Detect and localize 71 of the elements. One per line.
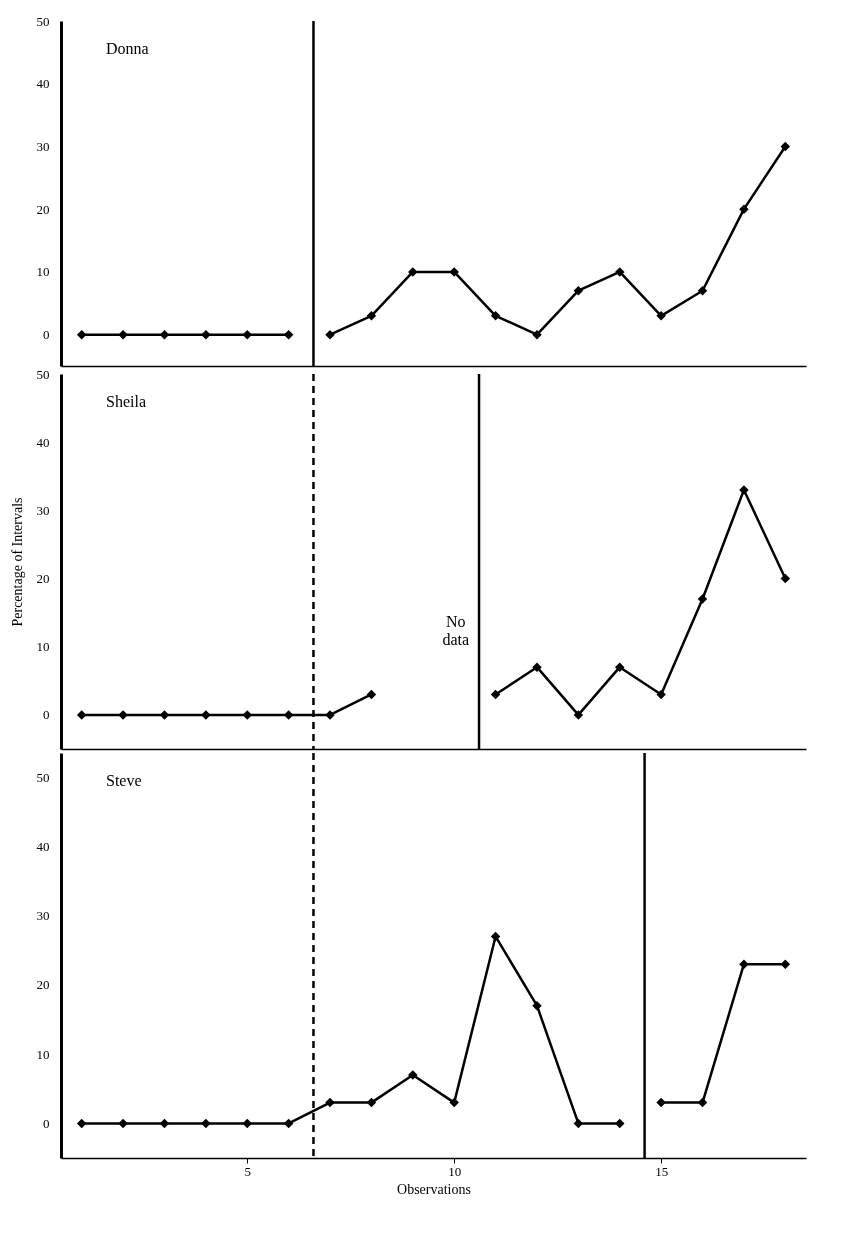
point — [159, 329, 170, 340]
point — [780, 573, 791, 584]
point — [697, 594, 708, 604]
y-tick-label: 10 — [36, 264, 50, 280]
point — [118, 329, 128, 340]
point — [449, 267, 459, 277]
y-tick-label: 40 — [36, 434, 50, 450]
point — [573, 285, 584, 296]
y-tick-label: 10 — [36, 1046, 50, 1062]
point — [76, 1118, 87, 1129]
annotation: Steve — [106, 772, 142, 789]
y-tick-label: 20 — [36, 201, 50, 217]
y-tick-label: 30 — [36, 138, 50, 154]
point — [118, 1118, 128, 1129]
y-tick-label: 50 — [36, 769, 50, 785]
annotation: No data — [442, 612, 470, 648]
point — [242, 1118, 252, 1129]
y-tick-label: 10 — [36, 639, 50, 655]
point — [325, 329, 335, 340]
x-axis-title: Observations — [397, 1181, 471, 1197]
point — [490, 311, 501, 321]
point — [283, 1118, 294, 1129]
point — [76, 329, 87, 340]
point — [366, 689, 377, 700]
point — [615, 1118, 625, 1129]
point — [449, 1097, 459, 1108]
point — [697, 285, 708, 296]
point — [656, 311, 666, 321]
y-tick-label: 50 — [36, 13, 50, 29]
point — [490, 689, 501, 700]
point — [408, 1070, 418, 1080]
x-tick-label: 5 — [244, 1163, 251, 1179]
point — [366, 1097, 377, 1108]
point — [325, 1097, 335, 1108]
x-tick-label: 15 — [655, 1163, 669, 1179]
point — [201, 1118, 211, 1129]
point — [615, 267, 625, 277]
point — [739, 204, 749, 214]
y-tick-label: 40 — [36, 838, 50, 854]
point — [366, 311, 377, 321]
point — [573, 710, 584, 720]
annotation: Sheila — [106, 393, 146, 410]
point — [408, 267, 418, 277]
point — [532, 1000, 542, 1011]
y-axis-title: Percentage of Intervals — [9, 497, 25, 627]
point — [656, 689, 666, 700]
y-tick-label: 30 — [36, 502, 50, 518]
point — [490, 931, 501, 942]
y-tick-label: 20 — [36, 977, 50, 993]
point — [656, 1097, 666, 1108]
point — [780, 141, 791, 152]
y-tick-label: 0 — [43, 327, 50, 343]
annotation: Donna — [106, 40, 149, 57]
point — [242, 329, 252, 340]
point — [159, 1118, 170, 1129]
point — [573, 1118, 584, 1129]
point — [532, 329, 542, 340]
point — [615, 662, 625, 672]
y-tick-label: 30 — [36, 908, 50, 924]
y-tick-label: 0 — [43, 707, 50, 723]
point — [242, 710, 252, 720]
point — [201, 329, 211, 340]
point — [780, 959, 791, 969]
y-tick-label: 20 — [36, 571, 50, 587]
point — [697, 1097, 708, 1108]
x-tick-label: 10 — [448, 1163, 462, 1179]
point — [283, 329, 294, 340]
y-tick-label: 40 — [36, 76, 50, 92]
point — [76, 710, 87, 720]
y-tick-label: 50 — [36, 366, 50, 382]
y-tick-label: 0 — [43, 1115, 50, 1131]
